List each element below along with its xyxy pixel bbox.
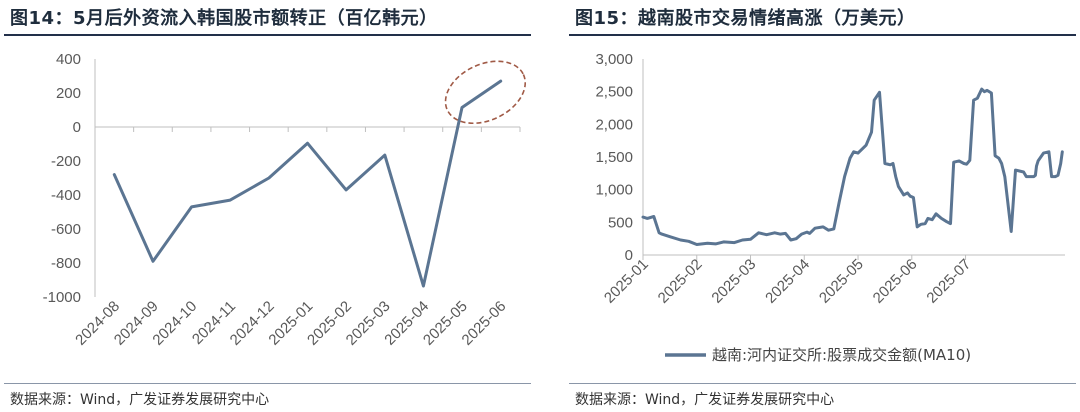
right-y-tick-label: 2,000 [595,116,633,133]
right-chart-panel: 图15：越南股市交易情绪高涨（万美元） 3,000 2,500 2,000 1,500… [565,0,1080,412]
right-title-rule [569,34,1076,36]
left-y-tick-label: 200 [56,85,81,102]
left-y-tick-label: -1000 [43,289,81,306]
right-y-tick-label: 2,500 [595,84,633,101]
left-source-rule [4,383,531,384]
right-x-tick-label: 2025-02 [655,256,706,307]
left-chart-svg: 4002000-200-400-600-800-10002024-082024-… [43,51,527,349]
left-title-rule [4,34,531,36]
left-y-tick-label: -600 [51,221,81,238]
right-series-line [641,87,1064,246]
right-x-tick-label: 2025-07 [923,256,974,307]
left-y-tick-label: -800 [51,255,81,272]
right-y-tick-label: 0 [625,247,633,264]
right-y-tick-label: 1,500 [595,149,633,166]
right-source-rule [569,383,1076,384]
right-chart-title: 图15：越南股市交易情绪高涨（万美元） [575,8,916,29]
left-y-tick-label: -400 [51,187,81,204]
left-y-tick-label: -200 [51,153,81,170]
right-x-tick-label: 2025-06 [870,256,921,307]
right-legend-label: 越南:河内证交所:股票成交金额(MA10) [712,346,971,364]
left-chart-title: 图14：5月后外资流入韩国股市额转正（百亿韩元） [10,8,438,29]
left-highlight-ellipse [444,60,527,125]
right-y-tick-label: 3,000 [595,51,633,68]
left-source-note: 数据来源：Wind，广发证券发展研究中心 [10,392,270,408]
right-source-note: 数据来源：Wind，广发证券发展研究中心 [575,392,835,408]
left-y-tick-label: 400 [56,51,81,68]
left-chart-panel: 图14：5月后外资流入韩国股市额转正（百亿韩元） 400 200 0 -200 -400… [0,0,535,412]
right-x-tick-label: 2025-04 [762,256,813,307]
left-y-tick-label: 0 [73,119,81,136]
right-y-tick-label: 500 [608,214,633,231]
left-series-line [112,79,503,288]
right-x-tick-label: 2025-03 [708,256,759,307]
right-x-tick-label: 2025-05 [816,256,867,307]
right-y-tick-label: 1,000 [595,182,633,199]
